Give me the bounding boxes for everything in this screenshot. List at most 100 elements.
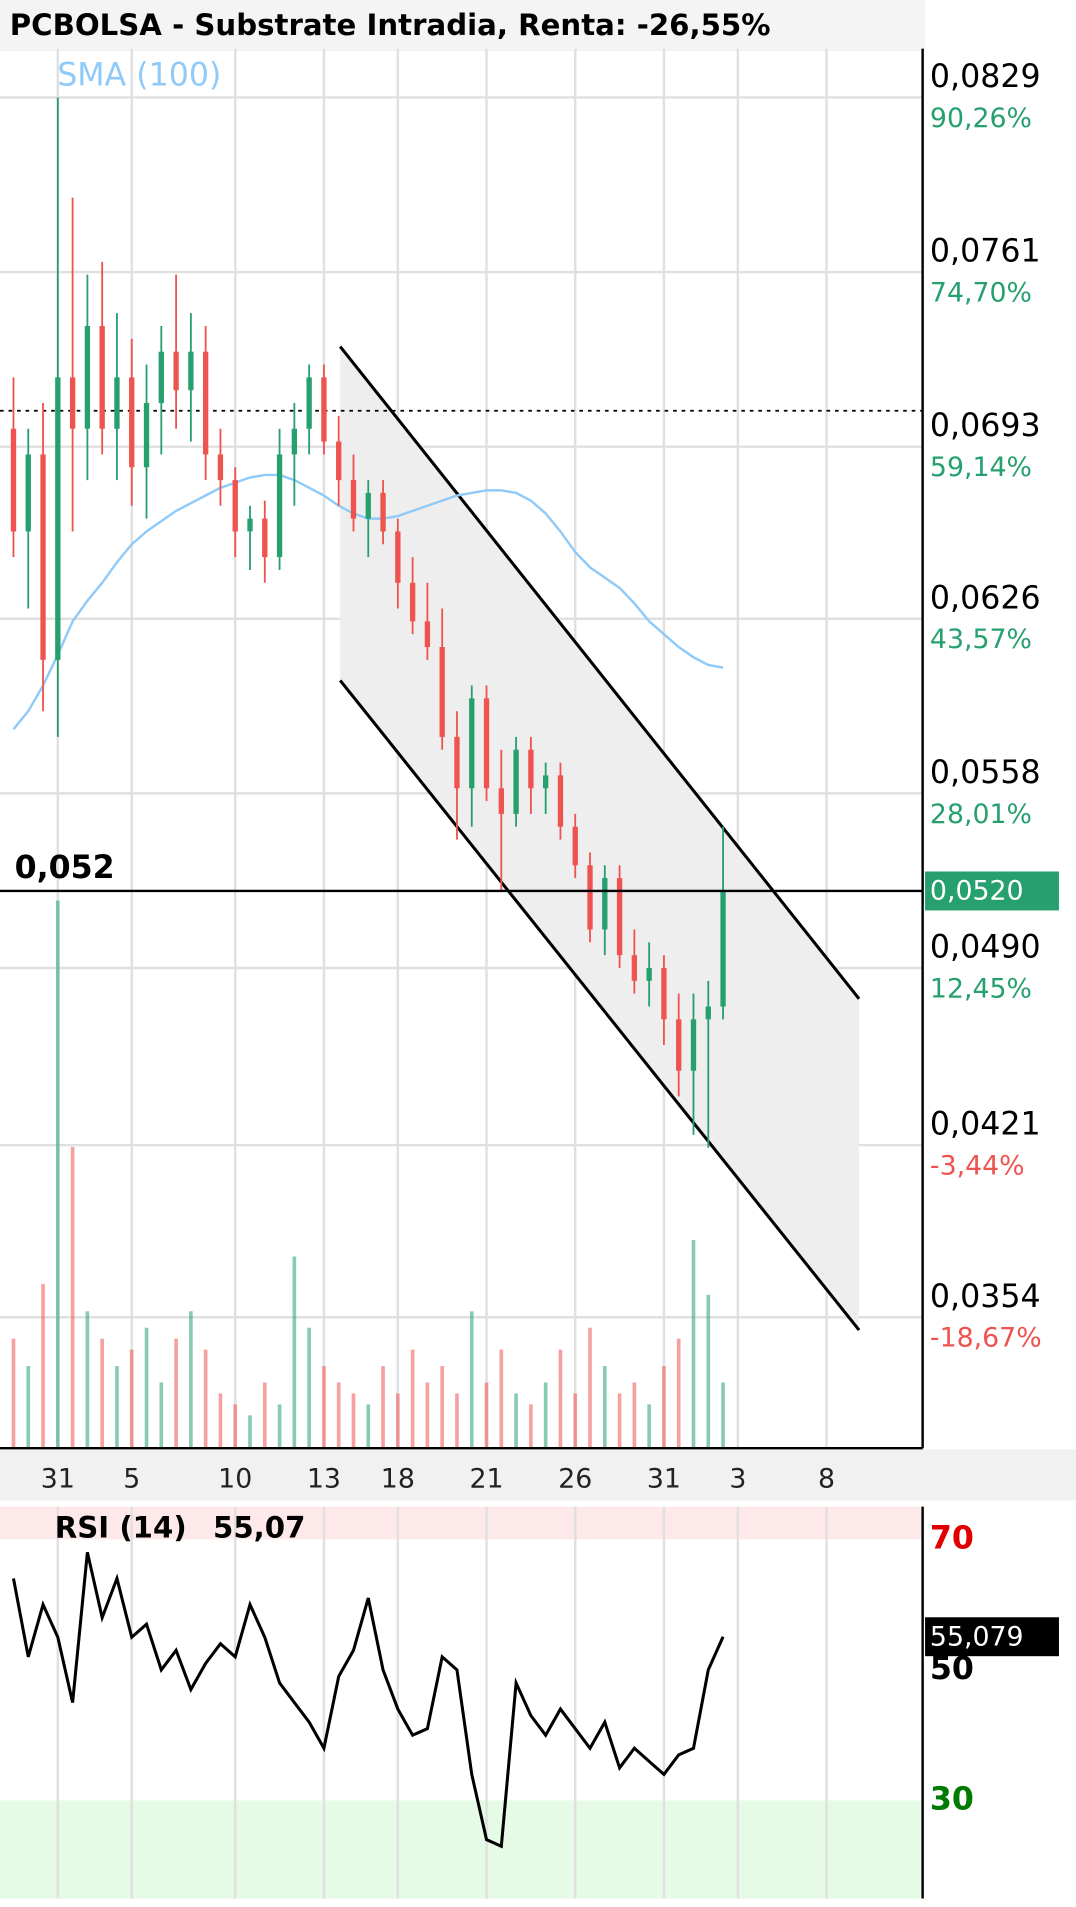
volume-bar	[499, 1349, 504, 1449]
candle-body	[483, 698, 490, 789]
candle-body	[114, 377, 120, 429]
y-tick-change: 12,45%	[930, 973, 1032, 1004]
candle-body	[158, 351, 164, 404]
candle-body	[587, 865, 593, 930]
y-tick-change: -3,44%	[930, 1151, 1025, 1182]
y-tick-label: 0,0558	[930, 755, 1041, 791]
volume-bar	[277, 1404, 282, 1449]
volume-bar	[440, 1366, 445, 1449]
candle-body	[690, 1019, 697, 1071]
y-tick-label: 0,0490	[930, 930, 1041, 966]
volume-bar	[85, 1311, 90, 1449]
x-tick-label: 10	[218, 1463, 252, 1494]
y-tick-change: -18,67%	[930, 1323, 1042, 1354]
volume-bar	[706, 1294, 711, 1449]
volume-bar	[632, 1382, 637, 1449]
candle-body	[232, 480, 238, 532]
candle-body	[336, 441, 342, 481]
x-axis-strip	[0, 1449, 1076, 1501]
candle-body	[129, 377, 135, 468]
volume-bar	[366, 1404, 371, 1449]
volume-bar	[617, 1393, 622, 1449]
rsi-tick-label: 30	[930, 1782, 974, 1818]
volume-bar	[351, 1393, 356, 1449]
volume-bar	[514, 1393, 518, 1449]
volume-bar	[676, 1338, 681, 1449]
volume-bar	[529, 1404, 533, 1449]
candle-body	[395, 531, 401, 583]
candle-body	[498, 788, 504, 814]
candle-body	[409, 582, 416, 622]
volume-bar	[203, 1349, 208, 1449]
x-tick-label: 21	[470, 1463, 504, 1494]
candle-body	[572, 826, 578, 866]
candle-body	[676, 1019, 682, 1071]
volume-bar	[129, 1349, 134, 1449]
candle-body	[173, 351, 179, 391]
volume-bar	[41, 1283, 45, 1449]
candle-body	[365, 492, 371, 519]
x-tick-label: 5	[123, 1463, 140, 1494]
candle-body	[291, 428, 298, 455]
x-tick-label: 31	[41, 1463, 75, 1494]
channel-line	[338, 679, 861, 1332]
volume-bar	[307, 1327, 311, 1449]
rsi-line	[11, 1552, 725, 1849]
candle-body	[55, 377, 61, 660]
rsi-name: RSI (14)	[55, 1511, 187, 1545]
candle-body	[646, 967, 652, 981]
volume-bar	[262, 1382, 267, 1449]
channel-fill	[340, 346, 860, 1331]
y-tick-label: 0,0354	[930, 1279, 1041, 1315]
volume-bar	[558, 1349, 563, 1449]
volume-bar	[425, 1382, 430, 1449]
candle-body	[262, 518, 268, 558]
candle-body	[454, 736, 460, 789]
volume-bar	[588, 1327, 592, 1449]
volume-bar	[11, 1338, 16, 1449]
volume-bar	[662, 1366, 666, 1449]
volume-bar	[56, 900, 60, 1449]
volume-bar	[721, 1382, 725, 1449]
x-tick-label: 3	[729, 1463, 746, 1494]
volume-bar	[396, 1393, 400, 1449]
candle-body	[321, 377, 327, 442]
candle-body	[10, 428, 17, 532]
volume-bar	[144, 1327, 149, 1449]
volume-bar	[381, 1366, 385, 1449]
rsi-tick-label: 70	[930, 1520, 974, 1556]
candle-body	[99, 326, 105, 429]
level-label: 0,052	[15, 850, 115, 886]
y-tick-change: 59,14%	[930, 452, 1032, 483]
overbought-band	[0, 1506, 923, 1540]
candle-body	[557, 775, 564, 827]
y-tick-change: 90,26%	[930, 103, 1032, 134]
y-tick-label: 0,0693	[930, 408, 1041, 444]
volume-bar	[469, 1311, 474, 1449]
candle-body	[143, 403, 150, 468]
volume-bar	[602, 1366, 607, 1449]
last-price-label: 0,0520	[930, 876, 1024, 907]
volume-bar	[218, 1393, 223, 1449]
y-tick-label: 0,0626	[930, 580, 1041, 616]
volume-bar	[159, 1382, 164, 1449]
volume-bar	[484, 1382, 489, 1449]
volume-bar	[233, 1404, 238, 1449]
candle-body	[513, 749, 519, 814]
candle-body	[276, 454, 283, 558]
volume-bar	[573, 1393, 578, 1449]
candle-body	[602, 878, 608, 930]
y-tick-label: 0,0421	[930, 1107, 1041, 1143]
y-tick-label: 0,0761	[930, 234, 1041, 270]
candle-body	[84, 326, 91, 429]
rsi-badge-label: 55,079	[930, 1621, 1024, 1652]
candle-body	[69, 377, 76, 429]
candle-body	[661, 967, 667, 1020]
chart-title: PCBOLSA - Substrate Intradia, Renta: -26…	[10, 8, 771, 42]
candle-body	[25, 454, 31, 532]
volume-bar	[100, 1338, 105, 1449]
candle-body	[705, 1006, 711, 1020]
volume-bar	[174, 1338, 178, 1449]
candle-body	[439, 647, 445, 737]
